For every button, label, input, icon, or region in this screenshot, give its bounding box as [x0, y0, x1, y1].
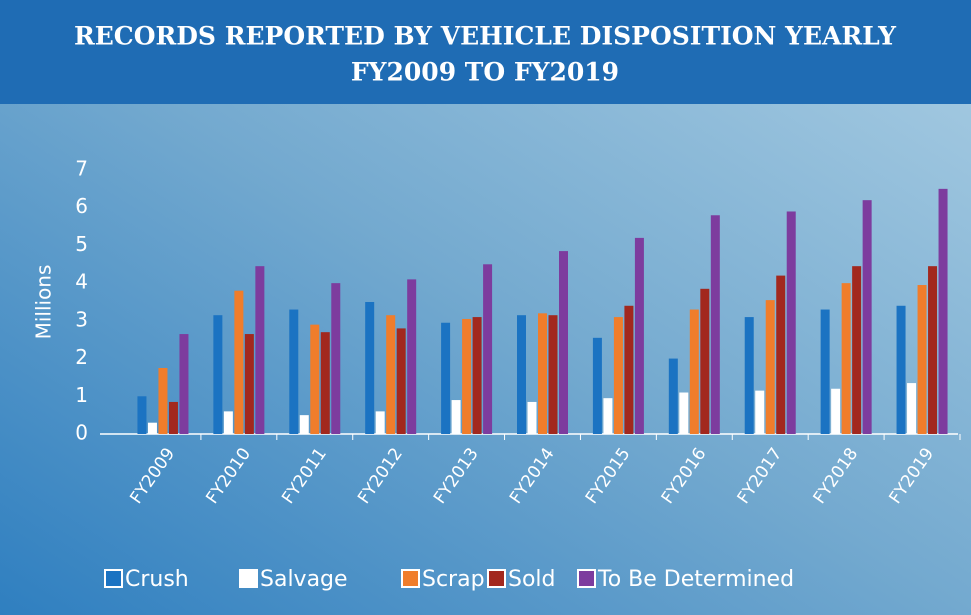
bar	[679, 392, 689, 434]
bar	[147, 422, 157, 434]
y-tick-label: 4	[75, 270, 88, 294]
bar	[365, 302, 375, 434]
bar	[244, 334, 254, 434]
y-tick-label: 5	[75, 232, 88, 256]
bar	[517, 315, 526, 434]
y-tick-label: 2	[75, 345, 88, 369]
bar	[441, 322, 451, 434]
bar	[668, 358, 678, 434]
bar	[386, 315, 396, 434]
bar	[375, 411, 385, 434]
bar	[896, 305, 906, 434]
bar	[223, 411, 233, 434]
legend-swatch	[487, 569, 506, 588]
bar	[451, 400, 461, 434]
legend-label: To Be Determined	[597, 567, 794, 592]
legend-label: Salvage	[260, 567, 348, 592]
bar	[320, 332, 330, 434]
bar	[331, 283, 341, 434]
bar	[776, 275, 786, 434]
bar	[168, 401, 178, 434]
bar	[289, 309, 299, 434]
y-tick-label: 1	[75, 383, 88, 407]
chart-title: RECORDS REPORTED BY VEHICLE DISPOSITION …	[74, 22, 897, 51]
bar	[765, 300, 775, 434]
bar	[396, 328, 406, 434]
bar	[928, 266, 938, 434]
legend-label: Crush	[125, 567, 189, 592]
legend-label: Scrap	[422, 567, 485, 592]
legend-swatch	[104, 569, 123, 588]
bar	[755, 390, 765, 434]
bar	[841, 283, 851, 434]
bar	[310, 324, 320, 434]
bar	[179, 334, 189, 434]
bar	[907, 383, 917, 434]
bar	[624, 305, 634, 434]
bar	[483, 264, 493, 434]
y-tick-label: 7	[75, 157, 88, 181]
title-banner	[0, 0, 971, 104]
legend-swatch	[401, 569, 420, 588]
bar	[462, 318, 472, 434]
y-tick-label: 6	[75, 194, 88, 218]
bar	[472, 317, 482, 434]
bar	[548, 315, 558, 434]
chart-title: FY2009 TO FY2019	[351, 58, 619, 87]
bar	[407, 279, 417, 434]
bar	[938, 188, 948, 434]
bar	[744, 317, 754, 434]
bar	[917, 285, 927, 434]
bar	[137, 396, 147, 434]
bar	[213, 315, 223, 434]
y-tick-label: 0	[75, 421, 88, 445]
bar	[862, 200, 872, 434]
bar	[852, 266, 862, 434]
bar	[634, 237, 644, 434]
bar	[158, 368, 168, 434]
bar	[613, 317, 623, 434]
bar	[234, 290, 244, 434]
bar	[689, 309, 699, 434]
bar	[831, 388, 841, 434]
bar	[603, 398, 613, 434]
y-tick-label: 3	[75, 307, 88, 331]
bar	[527, 401, 537, 434]
y-axis-label: Millions	[32, 265, 56, 340]
bar	[700, 288, 710, 434]
legend-label: Sold	[508, 567, 556, 592]
bar	[255, 266, 265, 434]
bar	[559, 251, 568, 434]
bar	[820, 309, 830, 434]
bar	[538, 313, 547, 434]
bar	[592, 337, 602, 434]
bar	[299, 415, 309, 434]
bar	[786, 211, 796, 434]
bar	[710, 215, 720, 434]
legend-swatch	[239, 569, 258, 588]
legend-swatch	[577, 569, 596, 588]
